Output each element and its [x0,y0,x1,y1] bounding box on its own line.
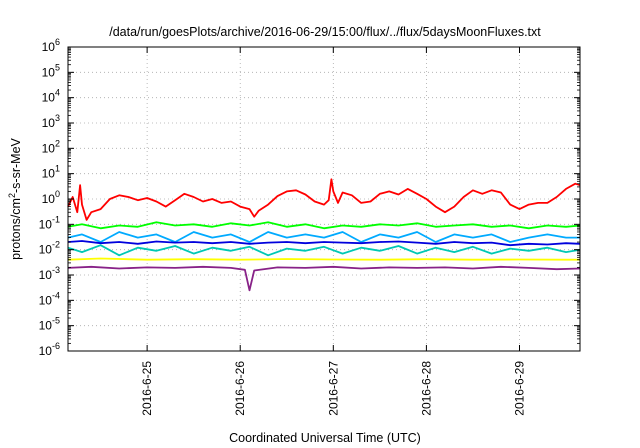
x-tick-label: 2016-6-29 [512,361,526,416]
series-line-4 [67,240,581,247]
series-line-2 [67,231,580,243]
y-tick-exponent: 4 [55,88,60,98]
y-tick-label: 10-3 [39,265,60,282]
y-tick-label: 105 [42,62,60,79]
y-tick-exponent: -3 [52,265,60,275]
y-tick-exponent: -2 [52,240,60,250]
y-tick-exponent: 5 [55,62,60,72]
y-tick-label: 10-1 [39,214,60,231]
y-axis-label: protons/cm2-s-sr-MeV [7,137,23,259]
series-line-3 [67,244,581,257]
y-tick-exponent: 3 [55,113,60,123]
y-axis-label-main: protons/cm [9,198,23,260]
y-tick-label: 101 [42,164,60,181]
grid-lines [68,47,580,351]
y-tick-exponent: -4 [52,290,60,300]
x-tick-label: 2016-6-25 [140,361,154,416]
y-tick-exponent: -6 [52,341,60,351]
y-tick-label: 10-6 [39,341,60,358]
y-tick-base: 10 [42,167,56,181]
y-tick-base: 10 [39,217,53,231]
y-tick-label: 106 [42,37,60,54]
y-tick-label: 10-5 [39,316,60,333]
y-tick-exponent: 2 [55,138,60,148]
y-tick-label: 103 [42,113,60,130]
y-tick-label: 100 [42,189,60,206]
y-tick-base: 10 [42,65,56,79]
axis-ticks [68,46,580,352]
y-tick-base: 10 [39,319,53,333]
y-axis-label-sup: 2 [7,193,17,198]
y-tick-label: 102 [42,138,60,155]
y-tick-base: 10 [39,268,53,282]
series-line-5 [67,257,580,261]
series-line-0 [67,178,581,221]
series-line-6 [67,265,581,292]
x-tick-labels: 2016-6-25 2016-6-26 2016-6-27 2016-6-28 2016… [140,361,526,416]
y-tick-base: 10 [39,293,53,307]
x-tick-label: 2016-6-27 [326,361,340,416]
y-tick-labels: 10-610-510-410-310-210-11001011021031041… [39,37,60,358]
chart-title: /data/run/goesPlots/archive/2016-06-29/1… [109,25,541,39]
y-tick-exponent: 1 [55,164,60,174]
y-tick-exponent: -1 [52,214,60,224]
x-axis-label: Coordinated Universal Time (UTC) [229,431,421,445]
x-tick-label: 2016-6-28 [419,361,433,416]
y-tick-base: 10 [39,243,53,257]
y-tick-base: 10 [39,344,53,358]
y-tick-exponent: 6 [55,37,60,47]
y-tick-label: 10-4 [39,290,60,307]
y-tick-label: 104 [42,88,60,105]
y-tick-exponent: 0 [55,189,60,199]
y-tick-label: 10-2 [39,240,60,257]
series-layer [67,178,581,292]
x-tick-label: 2016-6-26 [233,361,247,416]
y-tick-base: 10 [42,141,56,155]
y-tick-base: 10 [42,91,56,105]
y-axis-label-rest: -s-sr-MeV [9,137,23,193]
y-tick-exponent: -5 [52,316,60,326]
series-line-1 [67,221,581,230]
y-tick-base: 10 [42,40,56,54]
y-tick-base: 10 [42,192,56,206]
y-tick-base: 10 [42,116,56,130]
